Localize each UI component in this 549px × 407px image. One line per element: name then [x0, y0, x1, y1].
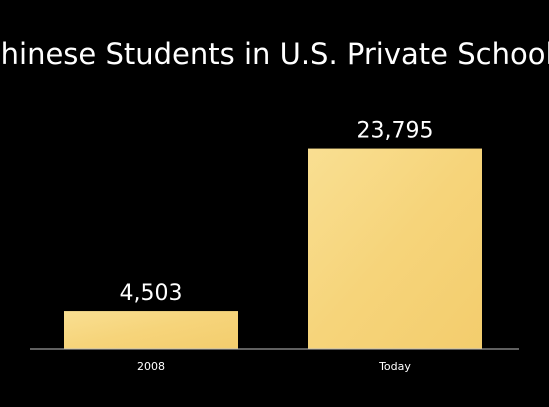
bars [64, 148, 482, 349]
x-tick-label-2008: 2008 [137, 360, 165, 373]
data-labels: 4,503 23,795 [120, 119, 434, 306]
data-label-today: 23,795 [357, 119, 434, 144]
chart-title: Chinese Students in U.S. Private Schools [0, 37, 549, 71]
bar-2008 [64, 311, 238, 349]
data-label-2008: 4,503 [120, 281, 183, 306]
x-tick-label-today: Today [378, 360, 411, 373]
x-axis-tick-labels: 2008 Today [137, 360, 411, 373]
bar-today [308, 148, 482, 349]
